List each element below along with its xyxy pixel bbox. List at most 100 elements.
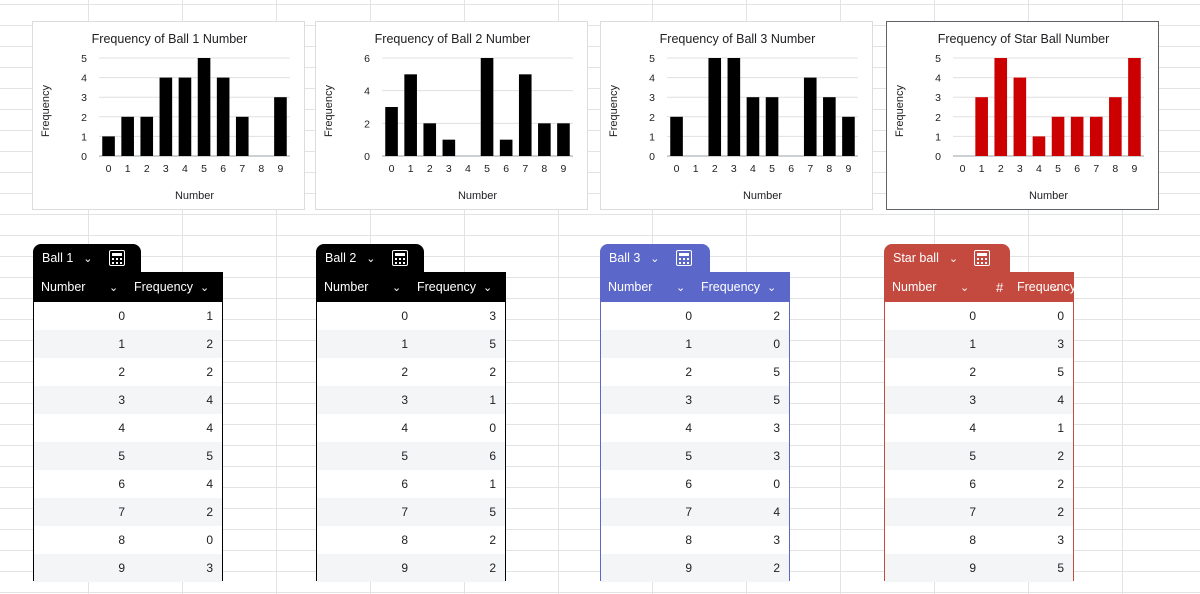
bar[interactable] bbox=[197, 58, 211, 156]
cell-frequency[interactable]: 1 bbox=[489, 477, 496, 491]
cell-number[interactable]: 8 bbox=[969, 533, 976, 547]
cell-number[interactable]: 9 bbox=[969, 561, 976, 575]
table-name-tab[interactable]: Ball 2 ⌄ bbox=[316, 244, 424, 272]
bar[interactable] bbox=[442, 139, 456, 156]
cell-number[interactable]: 2 bbox=[969, 365, 976, 379]
cell-number[interactable]: 4 bbox=[401, 421, 408, 435]
cell-frequency[interactable]: 4 bbox=[206, 421, 213, 435]
cell-frequency[interactable]: 1 bbox=[489, 393, 496, 407]
column-header-frequency[interactable]: Frequency bbox=[1017, 280, 1077, 294]
cell-number[interactable]: 7 bbox=[685, 505, 692, 519]
cell-number[interactable]: 5 bbox=[118, 449, 125, 463]
cell-number[interactable]: 3 bbox=[969, 393, 976, 407]
table-row[interactable]: 7 5 bbox=[317, 498, 505, 526]
table-name-tab[interactable]: Star ball ⌄ bbox=[884, 244, 1010, 272]
bar[interactable] bbox=[499, 139, 513, 156]
cell-number[interactable]: 1 bbox=[969, 337, 976, 351]
chevron-down-icon[interactable]: ⌄ bbox=[960, 281, 970, 294]
cell-frequency[interactable]: 5 bbox=[489, 505, 496, 519]
table-row[interactable]: 0 1 bbox=[34, 302, 222, 330]
cell-frequency[interactable]: 2 bbox=[206, 337, 213, 351]
bar[interactable] bbox=[216, 77, 230, 156]
bar[interactable] bbox=[518, 74, 532, 156]
table-row[interactable]: 9 3 bbox=[34, 554, 222, 582]
cell-number[interactable]: 9 bbox=[118, 561, 125, 575]
cell-frequency[interactable]: 3 bbox=[489, 309, 496, 323]
table-row[interactable]: 8 3 bbox=[601, 526, 789, 554]
bar[interactable] bbox=[1070, 116, 1084, 156]
cell-frequency[interactable]: 1 bbox=[206, 309, 213, 323]
cell-number[interactable]: 8 bbox=[401, 533, 408, 547]
bar[interactable] bbox=[670, 116, 683, 156]
cell-number[interactable]: 0 bbox=[969, 309, 976, 323]
table-row[interactable]: 3 4 bbox=[34, 386, 222, 414]
chart-ball-3[interactable]: Frequency of Ball 3 Number 0 1 2 3 4 5 0 1 2 3 4 5 6 7… bbox=[600, 21, 873, 210]
cell-frequency[interactable]: 2 bbox=[489, 533, 496, 547]
cell-frequency[interactable]: 2 bbox=[773, 561, 780, 575]
calculator-icon[interactable] bbox=[675, 250, 692, 266]
chart-ball-2[interactable]: Frequency of Ball 2 Number 0 2 4 6 0 1 2 3 4 5 6 7 8 9… bbox=[315, 21, 588, 210]
chevron-down-icon[interactable]: ⌄ bbox=[200, 281, 210, 294]
table-row[interactable]: 8 3 bbox=[885, 526, 1073, 554]
bar[interactable] bbox=[557, 123, 570, 156]
cell-number[interactable]: 4 bbox=[685, 421, 692, 435]
cell-frequency[interactable]: 3 bbox=[1057, 533, 1064, 547]
table-row[interactable]: 4 1 bbox=[885, 414, 1073, 442]
table-row[interactable]: 4 3 bbox=[601, 414, 789, 442]
cell-number[interactable]: 9 bbox=[685, 561, 692, 575]
cell-frequency[interactable]: 1 bbox=[1057, 421, 1064, 435]
bar[interactable] bbox=[423, 123, 437, 156]
cell-frequency[interactable]: 5 bbox=[1057, 365, 1064, 379]
cell-number[interactable]: 6 bbox=[118, 477, 125, 491]
cell-frequency[interactable]: 4 bbox=[1057, 393, 1064, 407]
cell-frequency[interactable]: 2 bbox=[1057, 477, 1064, 491]
table-row[interactable]: 3 1 bbox=[317, 386, 505, 414]
bar[interactable] bbox=[235, 116, 249, 156]
cell-frequency[interactable]: 2 bbox=[206, 505, 213, 519]
cell-number[interactable]: 5 bbox=[685, 449, 692, 463]
table-row[interactable]: 0 3 bbox=[317, 302, 505, 330]
chevron-down-icon[interactable]: ⌄ bbox=[948, 252, 959, 265]
table-row[interactable]: 2 5 bbox=[885, 358, 1073, 386]
cell-number[interactable]: 1 bbox=[401, 337, 408, 351]
bar[interactable] bbox=[1051, 116, 1065, 156]
table-row[interactable]: 2 2 bbox=[317, 358, 505, 386]
bar[interactable] bbox=[1032, 136, 1046, 156]
column-header-frequency[interactable]: Frequency bbox=[417, 280, 477, 294]
cell-frequency[interactable]: 3 bbox=[773, 533, 780, 547]
bar[interactable] bbox=[1128, 58, 1141, 156]
column-header-number[interactable]: Number bbox=[41, 280, 86, 294]
table-row[interactable]: 0 0 bbox=[885, 302, 1073, 330]
table-row[interactable]: 6 4 bbox=[34, 470, 222, 498]
table-row[interactable]: 8 2 bbox=[317, 526, 505, 554]
cell-number[interactable]: 3 bbox=[685, 393, 692, 407]
cell-number[interactable]: 2 bbox=[118, 365, 125, 379]
bar[interactable] bbox=[404, 74, 417, 156]
table-row[interactable]: 5 3 bbox=[601, 442, 789, 470]
bar[interactable] bbox=[480, 58, 494, 156]
bar[interactable] bbox=[746, 97, 760, 156]
bar[interactable] bbox=[975, 97, 988, 156]
chevron-down-icon[interactable]: ⌄ bbox=[83, 252, 93, 265]
cell-frequency[interactable]: 2 bbox=[489, 365, 496, 379]
cell-frequency[interactable]: 0 bbox=[773, 337, 780, 351]
cell-frequency[interactable]: 3 bbox=[1057, 337, 1064, 351]
cell-number[interactable]: 3 bbox=[118, 393, 125, 407]
cell-number[interactable]: 2 bbox=[401, 365, 408, 379]
cell-number[interactable]: 5 bbox=[969, 449, 976, 463]
bar[interactable] bbox=[385, 107, 398, 156]
cell-frequency[interactable]: 2 bbox=[1057, 505, 1064, 519]
table-row[interactable]: 2 5 bbox=[601, 358, 789, 386]
cell-number[interactable]: 6 bbox=[685, 477, 692, 491]
table-row[interactable]: 0 2 bbox=[601, 302, 789, 330]
cell-frequency[interactable]: 4 bbox=[773, 505, 780, 519]
table-row[interactable]: 5 5 bbox=[34, 442, 222, 470]
cell-frequency[interactable]: 5 bbox=[489, 337, 496, 351]
table-row[interactable]: 7 2 bbox=[34, 498, 222, 526]
table-row[interactable]: 1 0 bbox=[601, 330, 789, 358]
cell-number[interactable]: 7 bbox=[969, 505, 976, 519]
bar[interactable] bbox=[140, 116, 154, 156]
table-row[interactable]: 1 5 bbox=[317, 330, 505, 358]
bar[interactable] bbox=[727, 58, 741, 156]
cell-frequency[interactable]: 3 bbox=[206, 561, 213, 575]
